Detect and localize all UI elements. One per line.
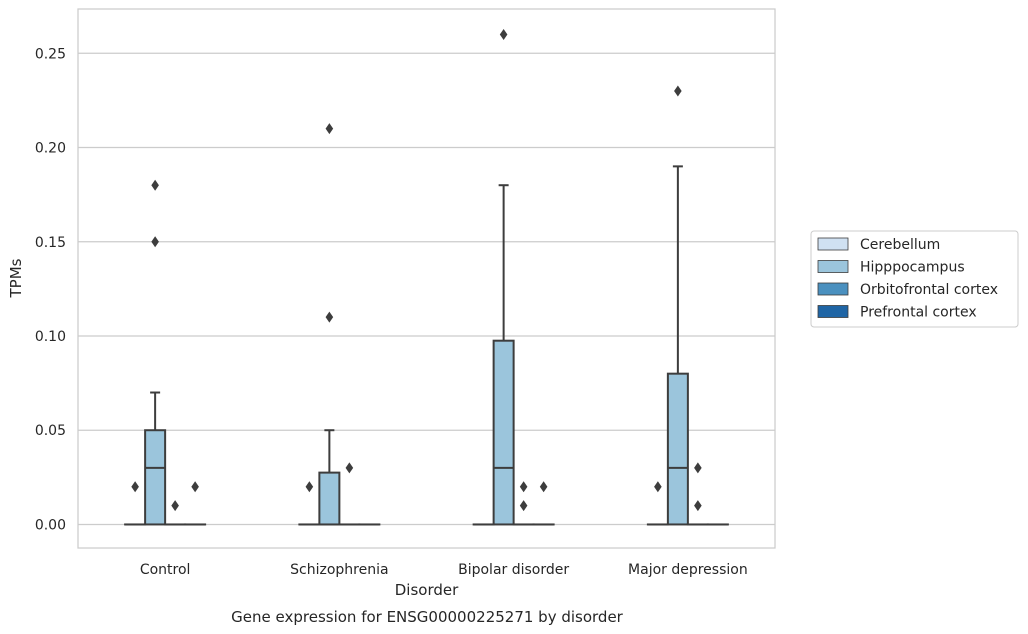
outlier-marker	[519, 500, 528, 512]
legend: Cerebellum Hipppocampus Orbitofrontal cort…	[810, 230, 1019, 328]
legend-label: Prefrontal cortex	[860, 305, 977, 321]
y-tick-label: 0.15	[35, 235, 66, 251]
outlier-marker	[499, 28, 508, 40]
legend-swatch	[817, 237, 849, 251]
y-tick-label: 0.00	[35, 517, 66, 533]
legend-swatch	[817, 260, 849, 273]
outlier-marker	[325, 123, 334, 135]
box-body	[144, 429, 167, 526]
plot-background	[77, 8, 776, 549]
outlier-marker	[325, 311, 334, 323]
legend-frame	[810, 230, 1019, 328]
y-tick-label: 0.05	[35, 423, 66, 439]
outlier-marker	[345, 462, 354, 474]
box-body	[318, 471, 341, 526]
legend-label: Orbitofrontal cortex	[860, 282, 998, 298]
legend-swatch	[817, 282, 849, 296]
outlier-marker	[654, 481, 662, 493]
outlier-marker	[305, 481, 314, 493]
legend-label: Cerebellum	[860, 237, 940, 253]
y-tick-labels: 0.00 0.05 0.10 0.15 0.20 0.25	[35, 46, 66, 533]
x-axis-title: Disorder	[395, 581, 459, 599]
legend-swatch	[817, 305, 849, 318]
outlier-marker	[539, 481, 548, 493]
x-tick-labels: Control Schizophrenia Bipolar disorder Majo…	[140, 562, 748, 578]
x-tick-label: Bipolar disorder	[458, 562, 569, 578]
box-group	[532, 481, 555, 526]
boxes	[124, 28, 729, 526]
box-body	[492, 339, 515, 526]
outlier-marker	[694, 462, 702, 474]
outlier-marker	[171, 500, 179, 512]
y-tick-label: 0.25	[35, 46, 66, 62]
legend-label: Hipppocampus	[860, 260, 965, 276]
outlier-marker	[131, 481, 139, 493]
outlier-marker	[674, 85, 682, 97]
box-group	[492, 28, 515, 526]
outlier-marker	[151, 179, 159, 191]
outlier-marker	[694, 500, 702, 512]
y-axis-title: TPMs	[7, 258, 25, 298]
box-group	[318, 123, 341, 526]
y-tick-label: 0.20	[35, 141, 66, 157]
outlier-marker	[151, 236, 159, 248]
x-tick-label: Control	[140, 562, 191, 578]
outlier-marker	[519, 481, 528, 493]
box-body	[666, 372, 689, 526]
box-group	[184, 481, 207, 526]
box-group	[144, 179, 167, 526]
outlier-marker	[191, 481, 199, 493]
x-tick-label: Schizophrenia	[290, 562, 388, 578]
y-tick-label: 0.10	[35, 329, 66, 345]
box-group	[666, 85, 689, 526]
x-tick-label: Major depression	[628, 562, 748, 578]
chart-caption: Gene expression for ENSG00000225271 by d…	[231, 608, 624, 626]
